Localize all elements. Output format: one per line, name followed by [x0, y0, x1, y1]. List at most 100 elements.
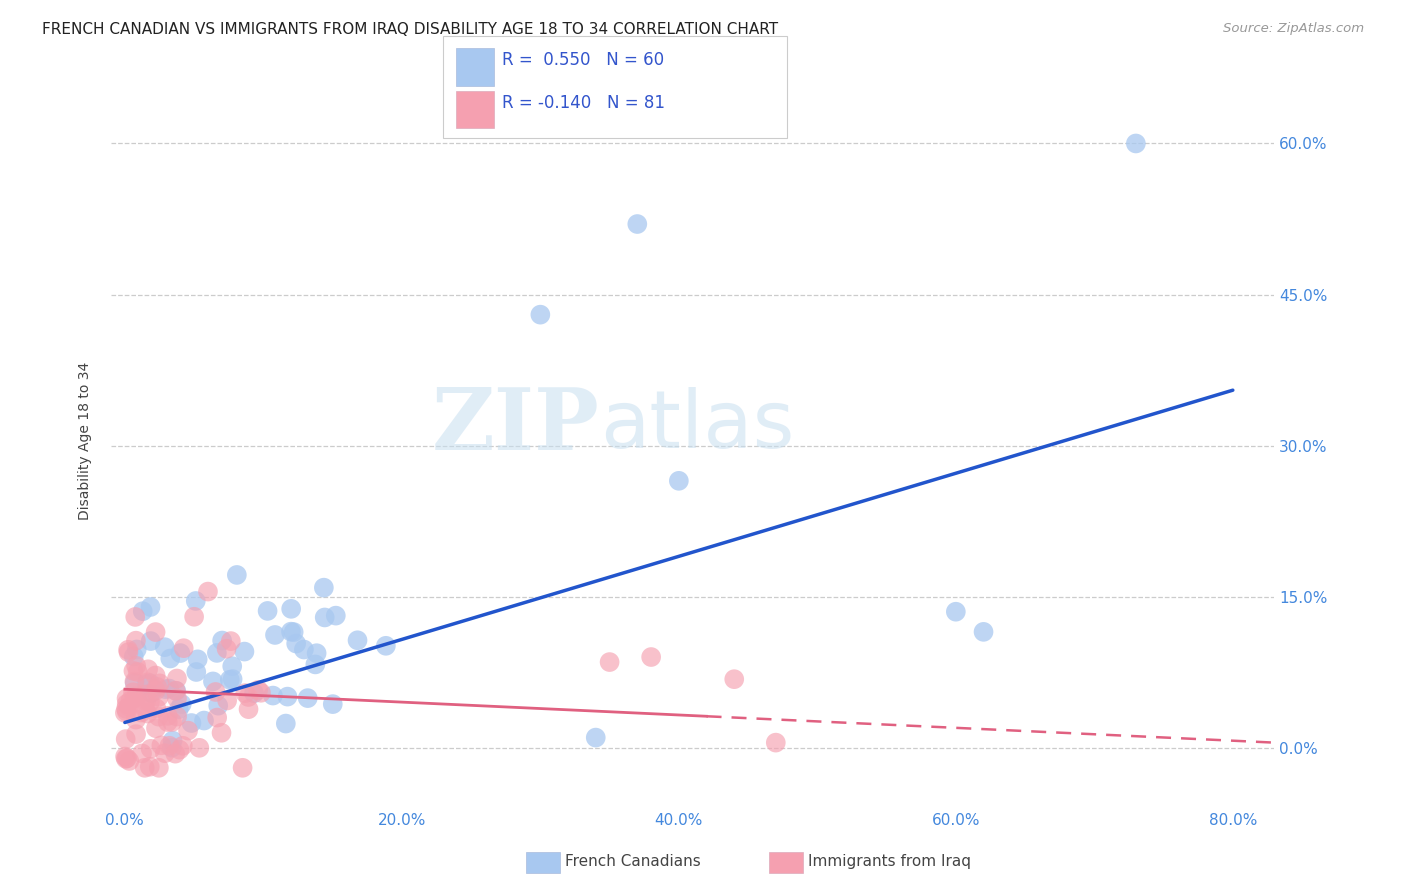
Point: [211, 633, 233, 648]
Point: [156, 709, 179, 723]
Point: [114, 749, 136, 764]
Point: [155, 682, 177, 697]
Point: [156, 714, 179, 729]
Point: [188, 740, 211, 755]
Point: [217, 693, 239, 707]
Point: [945, 605, 967, 619]
Point: [285, 636, 308, 650]
Point: [145, 668, 167, 682]
Point: [124, 691, 146, 706]
Point: [134, 761, 156, 775]
Point: [166, 691, 188, 706]
Point: [115, 697, 138, 711]
Point: [149, 676, 172, 690]
Point: [148, 690, 170, 704]
Point: [232, 761, 254, 775]
Point: [145, 683, 167, 698]
Point: [125, 642, 148, 657]
Point: [145, 625, 167, 640]
Point: [122, 685, 145, 699]
Point: [233, 686, 256, 700]
Point: [167, 702, 190, 716]
Point: [118, 754, 141, 768]
Point: [139, 676, 162, 690]
Point: [201, 674, 224, 689]
Point: [280, 624, 302, 639]
Point: [135, 677, 157, 691]
Point: [215, 641, 238, 656]
Point: [169, 742, 191, 756]
Point: [150, 739, 173, 753]
Point: [166, 709, 188, 723]
Point: [723, 672, 745, 686]
Point: [312, 581, 335, 595]
Point: [314, 610, 336, 624]
Point: [125, 713, 148, 727]
Point: [225, 568, 247, 582]
Point: [599, 655, 621, 669]
Point: [304, 657, 326, 672]
Point: [264, 628, 287, 642]
Point: [115, 705, 138, 719]
Point: [165, 747, 187, 761]
Point: [243, 686, 266, 700]
Point: [122, 649, 145, 664]
Point: [139, 760, 162, 774]
Point: [135, 694, 157, 708]
Point: [193, 714, 215, 728]
Point: [145, 701, 167, 715]
Point: [166, 672, 188, 686]
Point: [135, 688, 157, 702]
Point: [115, 691, 138, 706]
Point: [115, 751, 138, 765]
Point: [122, 664, 145, 678]
Text: Source: ZipAtlas.com: Source: ZipAtlas.com: [1223, 22, 1364, 36]
Point: [973, 624, 995, 639]
Point: [668, 474, 690, 488]
Text: atlas: atlas: [599, 387, 794, 465]
Point: [125, 727, 148, 741]
Point: [233, 644, 256, 658]
Point: [219, 634, 242, 648]
Point: [238, 690, 260, 704]
Point: [322, 697, 344, 711]
Point: [162, 733, 184, 747]
Point: [129, 706, 152, 720]
Point: [262, 689, 284, 703]
Point: [159, 651, 181, 665]
Point: [274, 716, 297, 731]
Point: [529, 308, 551, 322]
Point: [187, 652, 209, 666]
Point: [169, 646, 191, 660]
Point: [160, 714, 183, 729]
Point: [125, 633, 148, 648]
Point: [131, 747, 153, 761]
Text: R = -0.140   N = 81: R = -0.140 N = 81: [502, 94, 665, 112]
Point: [134, 700, 156, 714]
Point: [120, 693, 142, 707]
Point: [148, 709, 170, 723]
Point: [325, 608, 347, 623]
Point: [153, 640, 176, 655]
Point: [136, 662, 159, 676]
Point: [124, 676, 146, 690]
Point: [207, 698, 229, 713]
Point: [114, 732, 136, 747]
Point: [114, 706, 136, 720]
Point: [157, 739, 180, 753]
Point: [205, 646, 228, 660]
Point: [136, 675, 159, 690]
Point: [238, 702, 260, 716]
Point: [283, 625, 305, 640]
Point: [180, 716, 202, 731]
Point: [146, 680, 169, 694]
Point: [148, 761, 170, 775]
Point: [172, 739, 194, 753]
Point: [276, 690, 298, 704]
Point: [145, 721, 167, 735]
Point: [186, 665, 208, 679]
Point: [117, 642, 139, 657]
Point: [125, 690, 148, 704]
Point: [221, 659, 243, 673]
Point: [127, 665, 149, 679]
